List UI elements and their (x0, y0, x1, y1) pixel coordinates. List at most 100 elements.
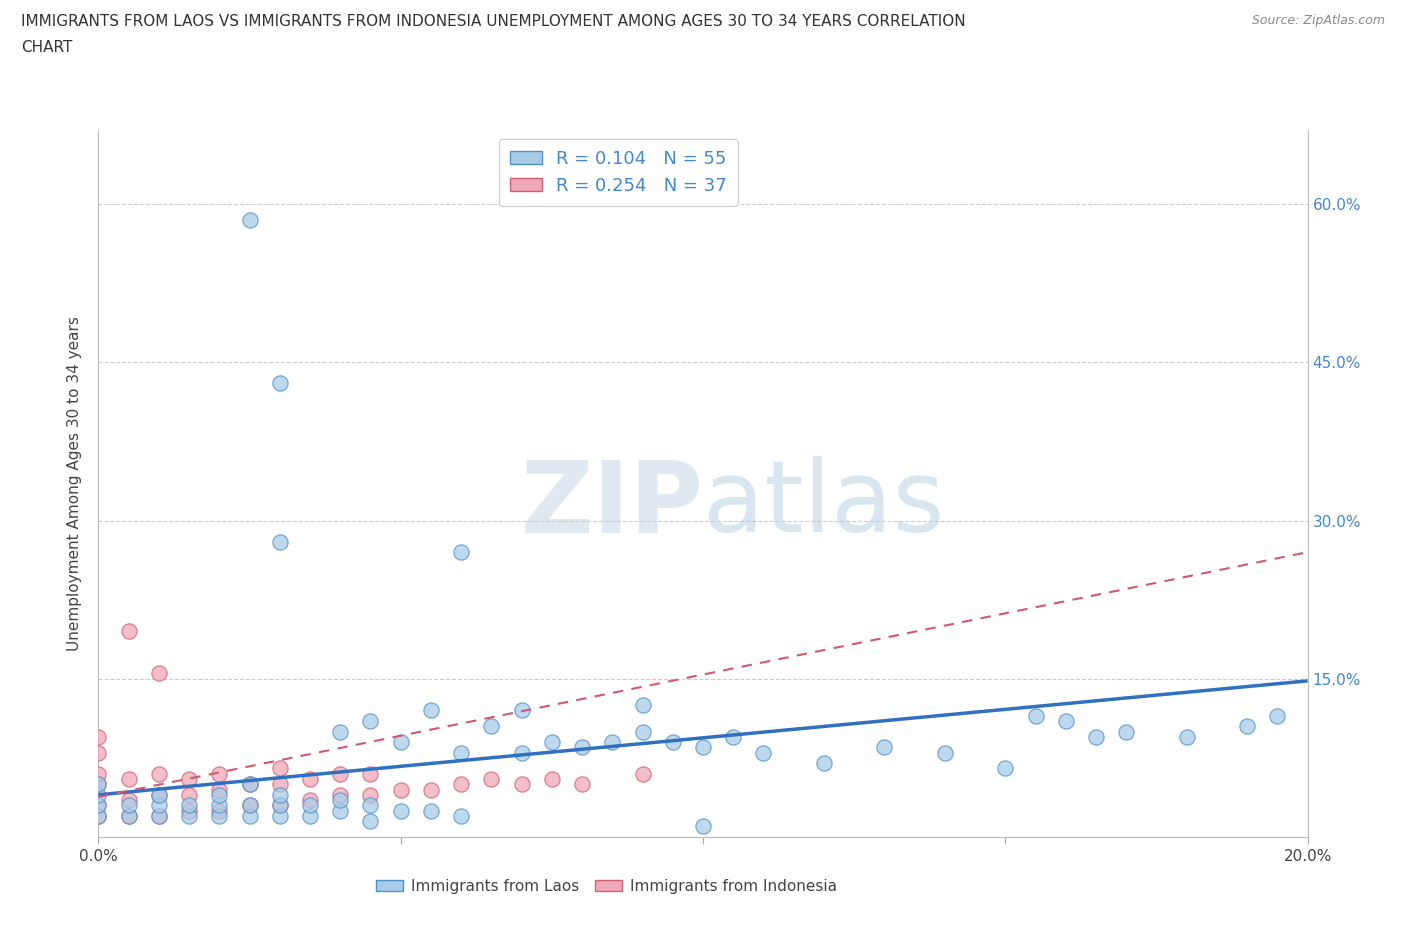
Point (540, 735, 562, 750)
Point (179, 808, 201, 823)
Point (299, 808, 322, 823)
Point (269, 761, 291, 776)
Point (994, 761, 1017, 776)
Point (450, 808, 472, 823)
Point (269, 376, 291, 391)
Point (602, 735, 624, 750)
Point (208, 808, 231, 823)
Point (692, 740, 714, 755)
Point (1115, 724, 1137, 739)
Text: Source: ZipAtlas.com: Source: ZipAtlas.com (1251, 14, 1385, 27)
Point (269, 534, 291, 549)
Point (329, 788, 352, 803)
Point (481, 772, 503, 787)
Point (179, 772, 201, 787)
Point (329, 766, 352, 781)
Point (420, 804, 443, 818)
Point (208, 766, 231, 781)
Point (450, 545, 472, 560)
Point (450, 745, 472, 760)
Point (299, 798, 322, 813)
Text: atlas: atlas (703, 457, 945, 553)
Point (299, 772, 322, 787)
Point (450, 777, 472, 791)
Point (510, 777, 533, 791)
Legend: Immigrants from Laos, Immigrants from Indonesia: Immigrants from Laos, Immigrants from In… (370, 873, 842, 900)
Point (420, 782, 443, 797)
Point (118, 792, 141, 807)
Point (389, 782, 412, 797)
Point (360, 788, 382, 803)
Point (148, 808, 170, 823)
Point (360, 766, 382, 781)
Point (208, 804, 231, 818)
Point (540, 772, 562, 787)
Point (239, 777, 262, 791)
Point (299, 792, 322, 807)
Point (87, 745, 110, 760)
Point (1085, 729, 1108, 744)
Point (269, 798, 291, 813)
Point (571, 777, 593, 791)
Point (1236, 719, 1258, 734)
Point (813, 756, 835, 771)
Point (329, 724, 352, 739)
Point (87, 777, 110, 791)
Point (631, 698, 654, 712)
Point (118, 808, 141, 823)
Point (239, 808, 262, 823)
Point (873, 740, 896, 755)
Point (269, 788, 291, 803)
Point (360, 798, 382, 813)
Point (420, 703, 443, 718)
Point (148, 666, 170, 681)
Point (723, 729, 745, 744)
Point (571, 740, 593, 755)
Point (239, 212, 262, 227)
Point (389, 735, 412, 750)
Point (1024, 709, 1046, 724)
Point (510, 745, 533, 760)
Point (360, 814, 382, 829)
Point (239, 777, 262, 791)
Point (662, 735, 685, 750)
Point (752, 745, 775, 760)
Point (118, 772, 141, 787)
Point (148, 788, 170, 803)
Point (87, 798, 110, 813)
Point (179, 788, 201, 803)
Point (239, 798, 262, 813)
Point (208, 782, 231, 797)
Point (148, 798, 170, 813)
Point (329, 792, 352, 807)
Point (269, 798, 291, 813)
Point (179, 804, 201, 818)
Point (148, 808, 170, 823)
Point (87, 808, 110, 823)
Point (269, 808, 291, 823)
Point (510, 703, 533, 718)
Point (87, 788, 110, 803)
Point (239, 798, 262, 813)
Point (208, 798, 231, 813)
Point (118, 798, 141, 813)
Y-axis label: Unemployment Among Ages 30 to 34 years: Unemployment Among Ages 30 to 34 years (67, 316, 83, 651)
Point (179, 798, 201, 813)
Point (87, 798, 110, 813)
Point (208, 788, 231, 803)
Point (87, 808, 110, 823)
Point (118, 808, 141, 823)
Point (329, 804, 352, 818)
Point (1054, 713, 1077, 728)
Point (360, 713, 382, 728)
Point (934, 745, 956, 760)
Text: ZIP: ZIP (520, 457, 703, 553)
Point (87, 777, 110, 791)
Point (389, 804, 412, 818)
Text: IMMIGRANTS FROM LAOS VS IMMIGRANTS FROM INDONESIA UNEMPLOYMENT AMONG AGES 30 TO : IMMIGRANTS FROM LAOS VS IMMIGRANTS FROM … (21, 14, 966, 29)
Point (1267, 709, 1289, 724)
Point (481, 719, 503, 734)
Text: CHART: CHART (21, 40, 73, 55)
Point (148, 788, 170, 803)
Point (269, 777, 291, 791)
